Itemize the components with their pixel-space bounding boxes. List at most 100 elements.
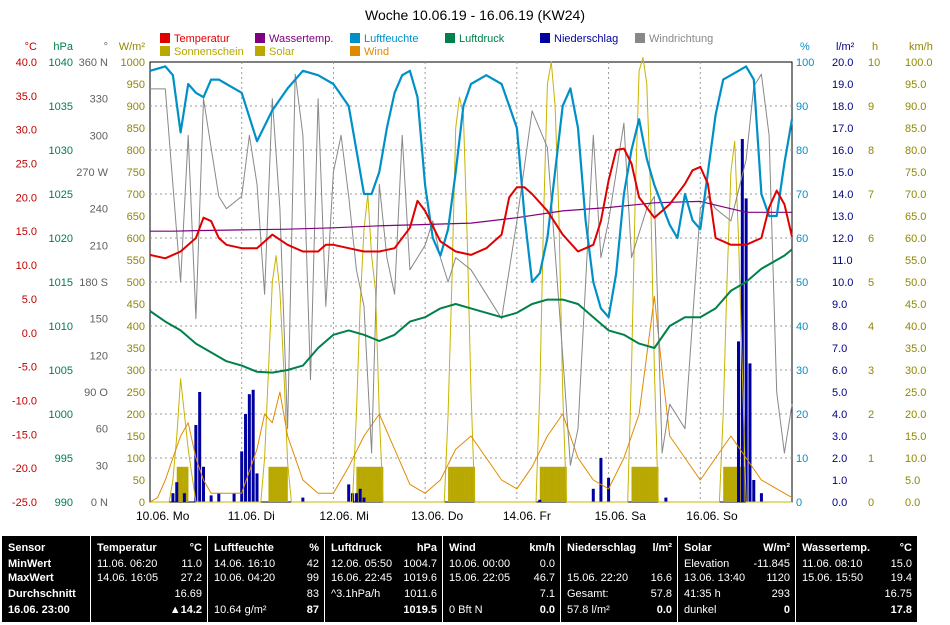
solar-tick-label: 750 (127, 167, 145, 179)
humidity-tick-label: 40 (796, 321, 808, 333)
temp-tick-label: 25.0 (16, 159, 37, 171)
sunshine-bar (551, 466, 553, 502)
wind-tick-label: 65.0 (905, 211, 926, 223)
solar-tick-label: 0 (139, 497, 145, 509)
wind-tick-label: 45.0 (905, 299, 926, 311)
stats-value: ▲14.2 (169, 604, 202, 616)
sunshine-bar (725, 466, 728, 502)
stats-value: 46.7 (533, 572, 555, 584)
sunshine-tick-label: 4 (868, 321, 874, 333)
x-tick-label: 13.06. Do (411, 509, 463, 523)
x-tick-label: 10.06. Mo (136, 509, 190, 523)
rain-tick-label: 15.0 (832, 167, 853, 179)
direction-tick-label: 60 (96, 424, 108, 436)
wind-direction-line (150, 73, 793, 466)
sunshine-bar (276, 466, 278, 502)
sunshine-bar (371, 466, 374, 502)
stats-value: 0.0 (656, 604, 672, 616)
stats-unit: °C (899, 542, 912, 554)
solar-tick-label: 650 (127, 211, 145, 223)
sunshine-bar (548, 466, 551, 502)
legend-swatch (160, 33, 170, 43)
rain-tick-label: 16.0 (832, 145, 853, 157)
sunshine-bar (645, 466, 648, 502)
sunshine-bar (282, 466, 284, 502)
stats-label: 10.06. 04:20 (214, 572, 276, 584)
sunshine-bar (560, 466, 562, 502)
stats-header: Wind (449, 542, 476, 554)
sunshine-bar (283, 466, 286, 502)
direction-tick-label: 210 (90, 240, 108, 252)
solar-tick-label: 300 (127, 365, 145, 377)
direction-tick-label: 300 (90, 130, 108, 142)
direction-tick-label: 240 (90, 204, 108, 216)
sunshine-tick-label: 0 (868, 497, 874, 509)
stats-unit: W/m² (763, 542, 790, 554)
rain-tick-label: 2.0 (832, 453, 847, 465)
wind-tick-label: 10.0 (905, 453, 926, 465)
stats-header: Sensor (8, 542, 46, 554)
sunshine-bar (374, 466, 376, 502)
stats-value: 1120 (766, 572, 790, 584)
sunshine-bar (655, 466, 658, 502)
sunshine-bar (735, 466, 738, 502)
legend-swatch (445, 33, 455, 43)
rain-bar (607, 477, 611, 502)
sunshine-bar (541, 466, 543, 502)
stats-value: 1011.6 (404, 588, 437, 600)
rain-bar (244, 414, 248, 502)
sunshine-bar (268, 466, 270, 502)
sunshine-bar (358, 466, 361, 502)
stats-label: Elevation (684, 558, 730, 570)
temp-tick-label: 10.0 (16, 260, 37, 272)
pressure-line (149, 248, 793, 374)
legend-swatch (635, 33, 645, 43)
solar-tick-label: 100 (127, 453, 145, 465)
legend-label: Luftfeuchte (364, 33, 418, 45)
sunshine-bar (360, 466, 362, 502)
stats-label: 14.06. 16:05 (97, 572, 159, 584)
stats-header: Solar (684, 542, 712, 554)
sunshine-bar (286, 466, 288, 502)
wind-tick-label: 20.0 (905, 409, 926, 421)
sunshine-bar (274, 466, 277, 502)
sunshine-bar (456, 466, 459, 502)
rain-bar (538, 499, 542, 502)
sunshine-bar (186, 466, 189, 502)
sunshine-bar (636, 466, 639, 502)
stats-label: 16.06. 23:00 (8, 604, 70, 616)
legend-swatch (350, 33, 360, 43)
sunshine-bar (648, 466, 650, 502)
solar-tick-label: 850 (127, 123, 145, 135)
wind-tick-label: 50.0 (905, 277, 926, 289)
rain-tick-label: 19.0 (832, 79, 853, 91)
pressure-unit-label: hPa (53, 41, 73, 53)
rain-tick-label: 11.0 (832, 255, 853, 267)
sunshine-bar (459, 466, 462, 502)
rain-tick-label: 17.0 (832, 123, 853, 135)
sunshine-bar (183, 466, 185, 502)
rain-bar (217, 493, 221, 502)
stats-label: ^3.1hPa/h (331, 588, 381, 600)
rain-tick-label: 5.0 (832, 387, 847, 399)
sunshine-bar (469, 466, 472, 502)
rain-tick-label: 0.0 (832, 497, 847, 509)
legend-label: Solar (269, 46, 295, 58)
direction-tick-label: 330 (90, 94, 108, 106)
rain-tick-label: 6.0 (832, 365, 847, 377)
sunshine-bar (365, 466, 367, 502)
sunshine-bar (641, 466, 644, 502)
sunshine-bar (361, 466, 363, 502)
stats-header: Luftfeuchte (214, 542, 274, 554)
sunshine-bar (547, 466, 549, 502)
stats-value: 83 (306, 588, 319, 600)
stats-column-niederschlag: Niederschlag l/m² 15.06. 22:20 16.6 Gesamt: 5… (560, 536, 678, 622)
sunshine-bar (644, 466, 646, 502)
sunshine-bar (448, 466, 450, 502)
rain-tick-label: 18.0 (832, 101, 853, 113)
stats-value: 99 (306, 572, 319, 584)
sunshine-bar (654, 466, 656, 502)
pressure-tick-label: 1025 (49, 189, 73, 201)
stats-value: -11.845 (753, 558, 791, 570)
sunshine-bar (635, 466, 637, 502)
